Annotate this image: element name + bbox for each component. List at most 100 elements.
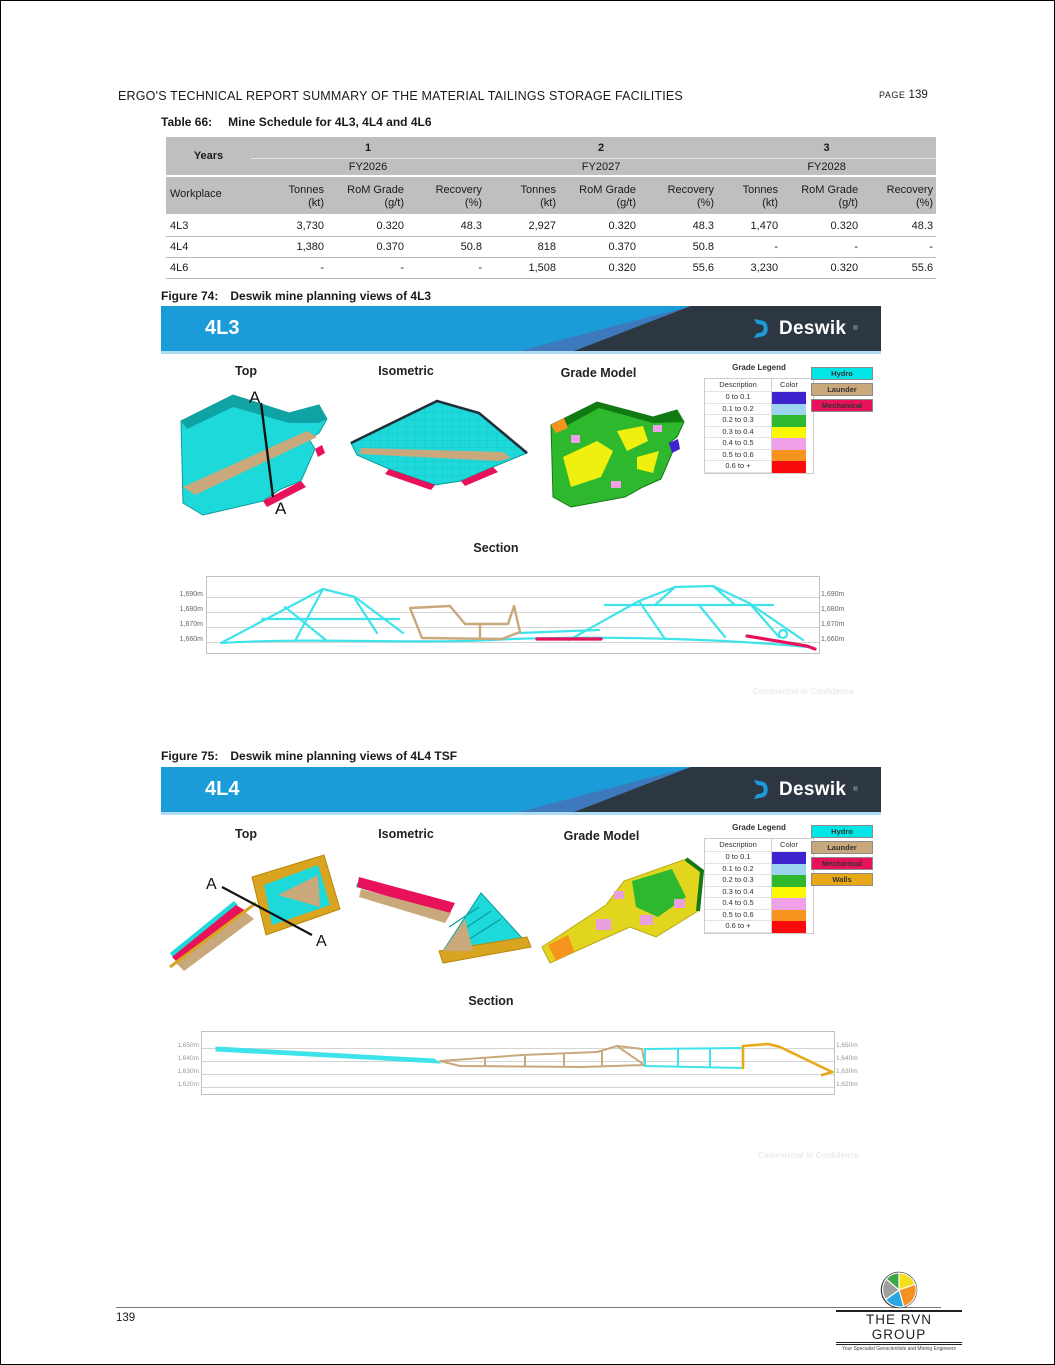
col-header: RoM Grade (g/t) [559, 175, 640, 215]
deswik-logo: Deswik ® [751, 767, 858, 812]
deswik-d-icon [753, 318, 768, 339]
table-cell: 1,380 [251, 236, 327, 258]
fig75-grade-legend: Grade Legend Description Color 0 to 0.1 … [704, 823, 814, 934]
table-cell: 0.370 [559, 236, 640, 258]
grade-color-swatch [772, 921, 806, 933]
fig74-grade-model-illustration [550, 401, 685, 508]
table-row: 4L3 3,730 0.320 48.3 2,927 0.320 48.3 1,… [166, 214, 937, 237]
grade-legend-description-col: Description [705, 839, 772, 852]
type-legend-mechanical: Mechanical [811, 399, 873, 412]
col-header: Tonnes (kt) [717, 175, 782, 215]
workplace-header-cell: Workplace [166, 175, 251, 215]
figure-75-banner-title: 4L4 [205, 778, 240, 800]
col-header-line: Recovery [435, 183, 483, 196]
section-cut-line [259, 402, 275, 498]
grade-legend-row: 0.1 to 0.2 [705, 863, 813, 875]
deswik-wordmark: Deswik [779, 778, 847, 800]
fig74-type-legend: Hydro Launder Mechanical [811, 367, 873, 412]
grade-legend-row: 0.2 to 0.3 [705, 415, 813, 427]
page-number-value: 139 [908, 89, 928, 101]
gridline [202, 1048, 834, 1049]
table-cell: 50.8 [407, 236, 486, 258]
footer-divider [116, 1307, 941, 1308]
figure-74-caption: Figure 74: Deswik mine planning views of … [161, 289, 431, 303]
figure-74-caption-label: Figure 74: [161, 289, 219, 303]
grade-legend-row: 0.5 to 0.6 [705, 909, 813, 921]
grade-legend-row: 0.1 to 0.2 [705, 403, 813, 415]
banner-underline-strip [161, 812, 881, 815]
col-header-line: (g/t) [616, 197, 637, 210]
col-header-line: Recovery [886, 183, 934, 196]
elevation-label-left: 1,690m [179, 591, 203, 598]
grade-range-label: 0.6 to + [705, 921, 772, 933]
type-legend-launder: Launder [811, 841, 873, 854]
grade-color-swatch [772, 898, 806, 910]
fig75-grade-model-label: Grade Model [563, 829, 640, 843]
table-cell: 3,230 [717, 257, 782, 279]
table-cell: 55.6 [639, 257, 718, 279]
col-header: Recovery (%) [639, 175, 718, 215]
section-marker-bottom: A [316, 933, 327, 950]
table-cell: 48.3 [861, 214, 937, 237]
section-marker-bottom: A [275, 499, 287, 518]
grade-range-label: 0.5 to 0.6 [705, 449, 772, 461]
grade-color-swatch [772, 426, 806, 438]
grade-legend-title: Grade Legend [732, 823, 786, 832]
table-cell: 0.320 [781, 257, 862, 279]
figure-75-caption-label: Figure 75: [161, 749, 219, 763]
rvn-pie-icon [880, 1271, 918, 1309]
fig75-top-view-illustration: A A [169, 854, 341, 971]
header-page-number: PAGE 139 [879, 89, 928, 101]
gridline [202, 1061, 834, 1062]
fig75-isometric-view-label: Isometric [378, 827, 434, 841]
grade-color-swatch [772, 875, 806, 887]
grade-color-swatch [772, 863, 806, 875]
grade-range-label: 0.3 to 0.4 [705, 426, 772, 438]
fig75-section-label: Section [468, 994, 514, 1008]
table-cell: 0.320 [559, 257, 640, 279]
col-header-line: RoM Grade [579, 183, 637, 196]
fig75-top-view-label: Top [235, 827, 257, 841]
col-header: RoM Grade (g/t) [781, 175, 862, 215]
table-cell: 48.3 [639, 214, 718, 237]
grade-range-label: 0.4 to 0.5 [705, 898, 772, 910]
table-cell: 1,508 [485, 257, 560, 279]
fig74-isometric-illustration [350, 399, 528, 490]
table-cell: 50.8 [639, 236, 718, 258]
col-header: RoM Grade (g/t) [327, 175, 407, 215]
grade-legend-row: 0.3 to 0.4 [705, 426, 813, 438]
grade-color-swatch [772, 449, 806, 461]
table-cell: - [781, 236, 862, 258]
fig74-top-view-label: Top [235, 364, 257, 378]
figure-74-banner: 4L3 Deswik ® [161, 306, 881, 351]
fig74-section-label: Section [473, 541, 519, 555]
deswik-wordmark: Deswik [779, 317, 847, 339]
fig75-grade-model-illustration [541, 857, 705, 964]
banner-underline-strip [161, 351, 881, 354]
year-group-3: 3 [717, 137, 937, 159]
elevation-label-right: 1,620m [836, 1081, 858, 1088]
figure-74-banner-title: 4L3 [205, 317, 240, 339]
grade-legend-header: Description Color [705, 839, 813, 852]
table-header-row-years: Years 1 2 3 [166, 137, 937, 176]
section-cut-line [221, 886, 313, 936]
mine-schedule-table: Years 1 2 3 FY2026 FY2027 FY2028 Workpla… [166, 137, 937, 279]
footer-page-number: 139 [116, 1312, 136, 1324]
type-legend-walls: Walls [811, 873, 873, 886]
fig75-section-plot [201, 1031, 835, 1095]
type-legend-hydro: Hydro [811, 367, 873, 380]
col-header-line: (%) [915, 197, 934, 210]
elevation-label-left: 1,630m [177, 1068, 199, 1075]
grade-range-label: 0.3 to 0.4 [705, 886, 772, 898]
deswik-d-icon [753, 779, 768, 800]
type-legend-launder: Launder [811, 383, 873, 396]
elevation-label-left: 1,670m [179, 621, 203, 628]
fig74-grade-model-label: Grade Model [560, 366, 637, 380]
type-legend-mechanical: Mechanical [811, 857, 873, 870]
grade-legend-row: 0.3 to 0.4 [705, 886, 813, 898]
fy-2028-cell: FY2028 [717, 158, 937, 176]
grade-range-label: 0.5 to 0.6 [705, 909, 772, 921]
elevation-label-right: 1,650m [836, 1042, 858, 1049]
document-header-title: ERGO'S TECHNICAL REPORT SUMMARY OF THE M… [118, 89, 683, 103]
